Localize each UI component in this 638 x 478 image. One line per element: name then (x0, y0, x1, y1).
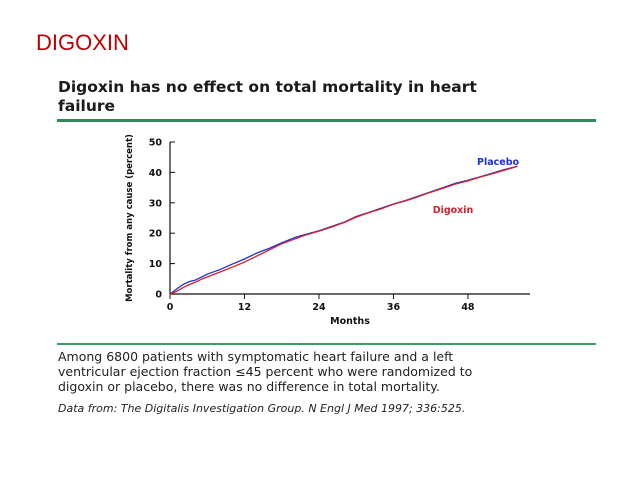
data-source: Data from: The Digitalis Investigation G… (58, 402, 466, 415)
chart-series (169, 165, 518, 295)
x-axis-label: Months (330, 316, 370, 327)
y-tick-label-5: 50 (149, 138, 163, 149)
x-tick-label-0: 0 (167, 302, 174, 313)
figure-title-line-2: failure (58, 97, 116, 115)
series-label-digoxin: Digoxin (433, 205, 474, 216)
y-tick-label-2: 20 (149, 229, 163, 240)
chart-axes (169, 142, 530, 295)
chart-labels: Placebo Digoxin Months Mortality from any c… (125, 134, 519, 327)
bottom-divider (57, 343, 596, 345)
figure-caption: Among 6800 patients with symptomatic hea… (58, 349, 598, 394)
y-tick-label-4: 40 (149, 168, 163, 179)
x-tick-label-3: 36 (387, 302, 401, 313)
figure-title-line-1: Digoxin has no effect on total mortality… (58, 78, 477, 96)
x-tick-label-4: 48 (461, 302, 475, 313)
chart-ticks: 0 10 20 30 40 50 0 12 24 36 48 (149, 138, 475, 314)
caption-line-3: digoxin or placebo, there was no differe… (58, 379, 440, 394)
y-tick-label-3: 30 (149, 198, 163, 209)
series-label-placebo: Placebo (477, 157, 520, 168)
x-tick-label-2: 24 (312, 302, 326, 313)
x-tick-label-1: 12 (238, 302, 251, 313)
caption-line-2: ventricular ejection fraction ≤45 percen… (58, 364, 473, 379)
series-line-placebo (169, 165, 518, 295)
y-axis-label: Mortality from any cause (percent) (125, 134, 135, 302)
y-tick-label-1: 10 (149, 259, 163, 270)
y-tick-label-0: 0 (155, 290, 162, 301)
top-divider (57, 119, 596, 122)
figure-title: Digoxin has no effect on total mortality… (58, 78, 598, 116)
caption-line-1: Among 6800 patients with symptomatic hea… (58, 349, 454, 364)
series-line-digoxin (169, 165, 518, 295)
slide-title: DIGOXIN (36, 30, 129, 55)
